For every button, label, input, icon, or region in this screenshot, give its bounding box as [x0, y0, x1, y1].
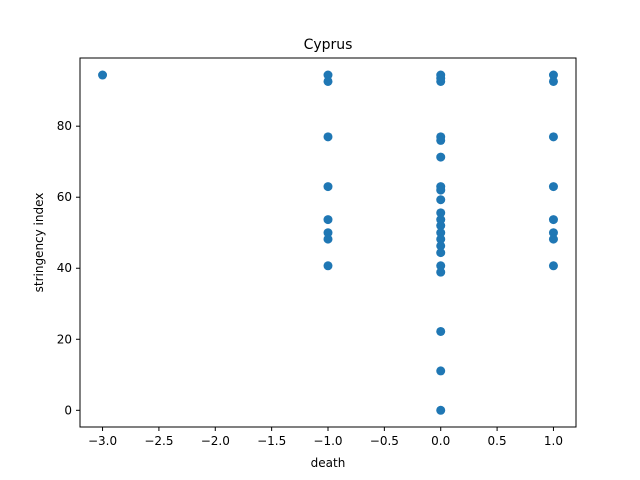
- data-point-11: [436, 76, 446, 86]
- y-tick-label: 60: [57, 190, 72, 204]
- data-point-0: [98, 70, 108, 80]
- data-point-3: [323, 132, 333, 142]
- data-point-1: [323, 70, 333, 80]
- data-point-24: [436, 248, 446, 258]
- y-axis-label: stringency index: [32, 193, 46, 293]
- data-point-33: [548, 182, 558, 192]
- x-tick-label: −1.0: [313, 434, 342, 448]
- data-point-35: [548, 228, 558, 238]
- points-layer: [98, 70, 558, 415]
- data-point-23: [436, 241, 446, 251]
- y-axis-ticks: 0 20 40 60 80: [57, 119, 80, 417]
- data-point-25: [436, 261, 446, 271]
- data-point-34: [548, 215, 558, 225]
- x-tick-label: −2.0: [201, 434, 230, 448]
- x-tick-label: 0.0: [431, 434, 450, 448]
- data-point-8: [323, 261, 333, 271]
- data-point-21: [436, 228, 446, 238]
- x-tick-label: 1.0: [544, 434, 563, 448]
- data-point-29: [436, 405, 446, 415]
- x-tick-label: −2.5: [144, 434, 173, 448]
- data-point-7: [323, 234, 333, 244]
- data-point-5: [323, 215, 333, 225]
- data-point-37: [548, 261, 558, 271]
- x-tick-label: −1.5: [257, 434, 286, 448]
- x-axis-ticks: −3.0 −2.5 −2.0 −1.5 −1.0 −0.5 0.0 0.5 1.0: [88, 427, 563, 448]
- y-tick-label: 80: [57, 119, 72, 133]
- data-point-22: [436, 234, 446, 244]
- data-point-30: [548, 70, 558, 80]
- x-tick-label: −3.0: [88, 434, 117, 448]
- data-point-2: [323, 76, 333, 86]
- chart-title: Cyprus: [304, 37, 353, 53]
- data-point-14: [436, 152, 446, 162]
- data-point-20: [436, 221, 446, 231]
- y-tick-label: 40: [57, 261, 72, 275]
- data-point-36: [548, 234, 558, 244]
- data-point-28: [436, 366, 446, 376]
- data-point-31: [548, 76, 558, 86]
- data-point-13: [436, 135, 446, 145]
- x-axis-label: death: [311, 456, 346, 470]
- data-point-16: [436, 185, 446, 195]
- data-point-18: [436, 208, 446, 218]
- data-point-17: [436, 195, 446, 205]
- data-point-6: [323, 228, 333, 238]
- y-tick-label: 0: [64, 403, 72, 417]
- data-point-4: [323, 182, 333, 192]
- x-tick-label: −0.5: [370, 434, 399, 448]
- data-point-27: [436, 326, 446, 336]
- data-point-32: [548, 132, 558, 142]
- y-tick-label: 20: [57, 332, 72, 346]
- data-point-26: [436, 267, 446, 277]
- x-tick-label: 0.5: [488, 434, 507, 448]
